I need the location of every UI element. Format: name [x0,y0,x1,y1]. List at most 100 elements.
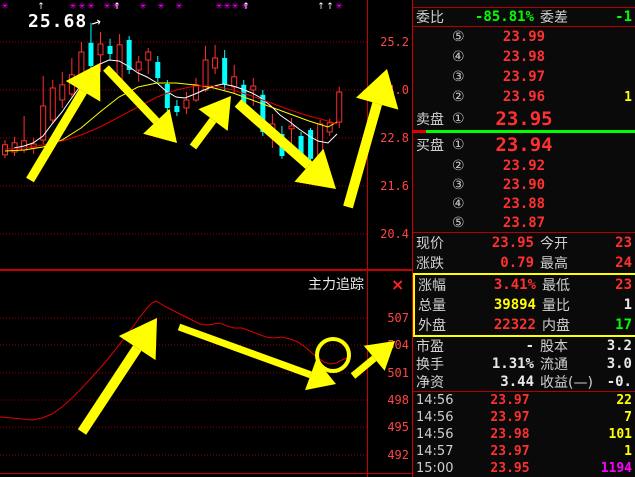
svg-text:25.2: 25.2 [380,35,409,49]
quote-label: 市盈 [416,339,444,355]
svg-text:✳: ✳ [175,2,183,12]
svg-text:✳: ✳ [215,2,223,12]
ask-price: 23.99 [502,29,546,45]
indicator-chart[interactable]: 507 504 501 498 495 492 [0,270,412,477]
svg-text:501: 501 [387,366,409,380]
bid-row[interactable]: ⑤ 23.87 [413,213,635,232]
best-ask-row[interactable]: 卖盘 ① 23.95 [413,107,635,130]
svg-text:21.6: 21.6 [380,179,409,193]
quote-value: 23 [615,235,632,251]
level-badge: ① [452,110,465,127]
tick-row[interactable]: 14:56 23.97 22 [413,392,635,409]
bottom-border [0,473,412,474]
svg-text:↑: ↑ [37,2,45,12]
quote-label: 流通 [540,357,568,373]
quote-row: 现价 23.95 今开 23 [413,233,635,253]
tick-volume: 101 [608,427,632,442]
tick-volume: 22 [616,393,632,408]
ask-row[interactable]: ③ 23.97 [413,67,635,87]
svg-text:↑: ↑ [317,2,325,12]
best-bid-price: 23.94 [495,133,553,156]
mid-price-separator [413,130,635,133]
ask-row[interactable]: ⑤ 23.99 [413,27,635,47]
vertical-divider [412,0,413,477]
clipped-row [413,0,635,8]
tick-price: 23.97 [490,444,530,459]
tick-row[interactable]: 15:00 23.95 1194 [413,460,635,477]
bid-row[interactable]: ② 23.92 [413,156,635,175]
svg-text:✳: ✳ [1,2,9,12]
tick-row[interactable]: 14:57 23.97 1 [413,443,635,460]
bid-price: 23.87 [502,214,546,231]
level-badge: ⑤ [452,29,465,45]
quote-label: 今开 [540,236,568,252]
quote-value: -0. [606,374,632,390]
ask-row[interactable]: ② 23.96 1 [413,87,635,107]
level-badge: ② [452,157,465,174]
panel-divider [0,269,412,271]
svg-text:20.4: 20.4 [380,227,409,241]
weicha-value: -1 [615,9,632,25]
quote-row: 涨跌 0.79 最高 24 [413,253,635,273]
quote-label: 收益(—) [540,375,593,391]
svg-text:✳: ✳ [112,2,120,12]
ask-price: 23.97 [502,69,546,85]
quote-label: 内盘 [542,318,570,334]
quote-value: 1 [623,297,632,313]
indicator-title: 主力追踪 [308,277,364,293]
svg-text:✳: ✳ [241,2,249,12]
kline-plot[interactable]: 25.224.022.821.620.4✳ ✳ ✳ ✳ ✳ ✳ ✳ ✳ ✳ ✳ ✳ ✳ ✳ ✳↑ ↑ ↑ ↑ ↑ [0,0,412,270]
bid-row[interactable]: ④ 23.88 [413,194,635,213]
close-icon[interactable]: × [391,275,405,294]
quote-value: 23.95 [491,235,534,251]
tick-row[interactable]: 14:56 23.97 7 [413,409,635,426]
quote-value: - [525,338,534,354]
quote-label: 换手 [416,357,444,373]
quote-label: 最低 [542,278,570,294]
bid-price: 23.88 [502,195,546,212]
quote-label: 现价 [416,236,444,252]
weibi-label: 委比 [416,10,444,26]
svg-text:22.8: 22.8 [380,131,409,145]
quote-row: 外盘 22322 内盘 17 [415,315,635,335]
price-annotation-value: 25.68 [28,11,88,32]
quote-label: 股本 [540,339,568,355]
ask-list: ⑤ 23.99 ④ 23.98 ③ 23.97 [413,27,635,107]
quote-value: 1.31% [491,356,534,372]
svg-text:✳: ✳ [335,2,343,12]
tick-volume: 1194 [600,461,632,476]
quote-value: 17 [615,317,632,333]
tick-volume: 7 [624,410,632,425]
quote-value: 22322 [493,317,536,333]
bid-row[interactable]: ③ 23.90 [413,175,635,194]
weibi-row: 委比 -85.81% 委差 -1 [413,8,635,27]
tick-time: 14:56 [416,427,454,442]
ask-price: 23.96 [502,89,546,105]
level-badge: ② [452,89,465,105]
highlight-box: 涨幅 3.41% 最低 23 总量 39894 量比 1 外盘 22322 内盘 [413,273,635,337]
svg-text:✳: ✳ [231,2,239,12]
best-bid-row[interactable]: 买盘 ① 23.94 [413,133,635,156]
quote-panel: 委比 -85.81% 委差 -1 ⑤ 23.99 ④ 23.98 [413,0,635,477]
tick-row[interactable]: 14:56 23.98 101 [413,426,635,443]
tick-price: 23.98 [490,427,530,442]
quote-value: 3.0 [606,356,632,372]
svg-text:↑: ↑ [242,2,250,12]
bid-price: 23.90 [502,176,546,193]
weibi-value: -85.81% [474,9,534,25]
quote-label: 量比 [542,298,570,314]
kline-chart[interactable]: 25.2 24.0 22.8 21.6 20.4 ✳ ✳ ✳ ✳ ✳ ✳ ✳ ✳ ✳ ✳ ✳ ✳ ✳ ✳ ↑ ↑ ↑ ↑ ↑ [0,0,412,270]
quote-label: 最高 [540,256,568,272]
quote-row: 总量 39894 量比 1 [415,295,635,315]
quote-value: 3.2 [606,338,632,354]
level-badge: ④ [452,195,465,212]
ask-row[interactable]: ④ 23.98 [413,47,635,67]
quote-value: 0.79 [500,255,534,271]
svg-text:492: 492 [387,448,409,462]
svg-text:✳: ✳ [78,2,86,12]
quote-value: 24 [615,255,632,271]
tick-price: 23.97 [490,393,530,408]
tick-price: 23.95 [490,461,530,476]
